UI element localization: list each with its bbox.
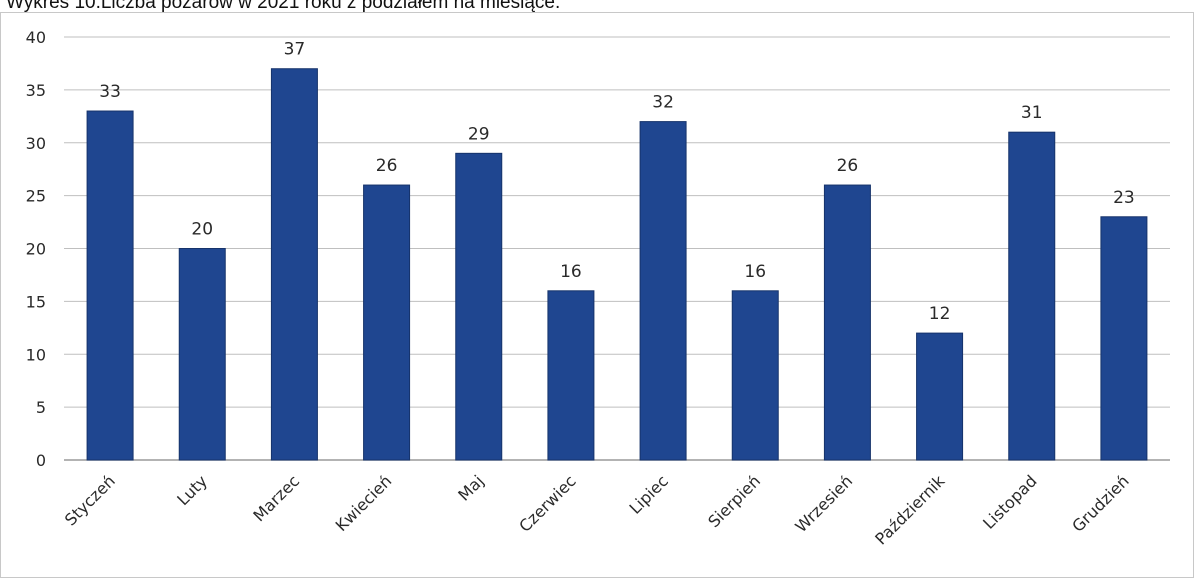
y-tick-label: 10 (26, 345, 46, 364)
x-category-label: Październik (871, 471, 949, 549)
y-tick-label: 25 (26, 187, 46, 206)
y-tick-label: 30 (26, 134, 46, 153)
data-labels: 33 20 37 26 29 16 32 16 26 12 31 23 (99, 40, 1134, 324)
data-label: 20 (191, 220, 213, 240)
x-category-label: Sierpień (704, 471, 764, 531)
y-tick-label: 35 (26, 81, 46, 100)
bar-styczeń (86, 110, 134, 461)
bar-sierpień (731, 290, 779, 461)
x-category-label: Wrzesień (791, 471, 856, 536)
y-tick-label: 15 (26, 292, 46, 311)
y-axis-ticks: 0 5 10 15 20 25 30 35 40 (26, 28, 46, 470)
data-label: 29 (468, 124, 490, 144)
x-category-label: Luty (173, 471, 211, 509)
y-tick-label: 5 (36, 398, 46, 417)
chart-frame (0, 12, 1194, 578)
y-tick-label: 20 (26, 240, 46, 259)
x-category-label: Listopad (979, 471, 1040, 532)
data-label: 23 (1113, 188, 1135, 208)
data-label: 16 (744, 262, 766, 282)
data-label: 37 (284, 40, 306, 60)
x-category-label: Marzec (249, 471, 303, 525)
bar-październik (916, 332, 964, 461)
bar-wrzesień (823, 184, 871, 461)
bar-maj (455, 152, 503, 461)
y-tick-label: 40 (26, 28, 46, 47)
data-label: 33 (99, 82, 121, 102)
x-category-label: Lipiec (626, 471, 672, 517)
bar-grudzień (1100, 216, 1148, 461)
bar-luty (178, 248, 226, 461)
data-label: 26 (837, 156, 859, 176)
x-axis-categories: Styczeń Luty Marzec Kwiecień Maj Czerwiec Lipi… (61, 471, 1133, 549)
bar-czerwiec (547, 290, 595, 461)
data-label: 32 (652, 93, 674, 113)
data-label: 26 (376, 156, 398, 176)
bar-marzec (270, 68, 318, 461)
x-category-label: Maj (454, 471, 487, 504)
x-category-label: Styczeń (61, 471, 119, 529)
bar-kwiecień (363, 184, 411, 461)
x-category-label: Grudzień (1068, 471, 1132, 535)
x-category-label: Kwiecień (332, 471, 396, 535)
bars (86, 68, 1148, 461)
gridlines (64, 36, 1170, 461)
x-category-label: Czerwiec (515, 471, 579, 535)
data-label: 16 (560, 262, 582, 282)
bar-lipiec (639, 121, 687, 461)
data-label: 12 (929, 304, 951, 324)
bar-listopad (1008, 131, 1056, 461)
chart-caption: Wykres 10.Liczba pożarów w 2021 roku z p… (6, 0, 561, 13)
y-tick-label: 0 (36, 451, 46, 470)
data-label: 31 (1021, 103, 1043, 123)
